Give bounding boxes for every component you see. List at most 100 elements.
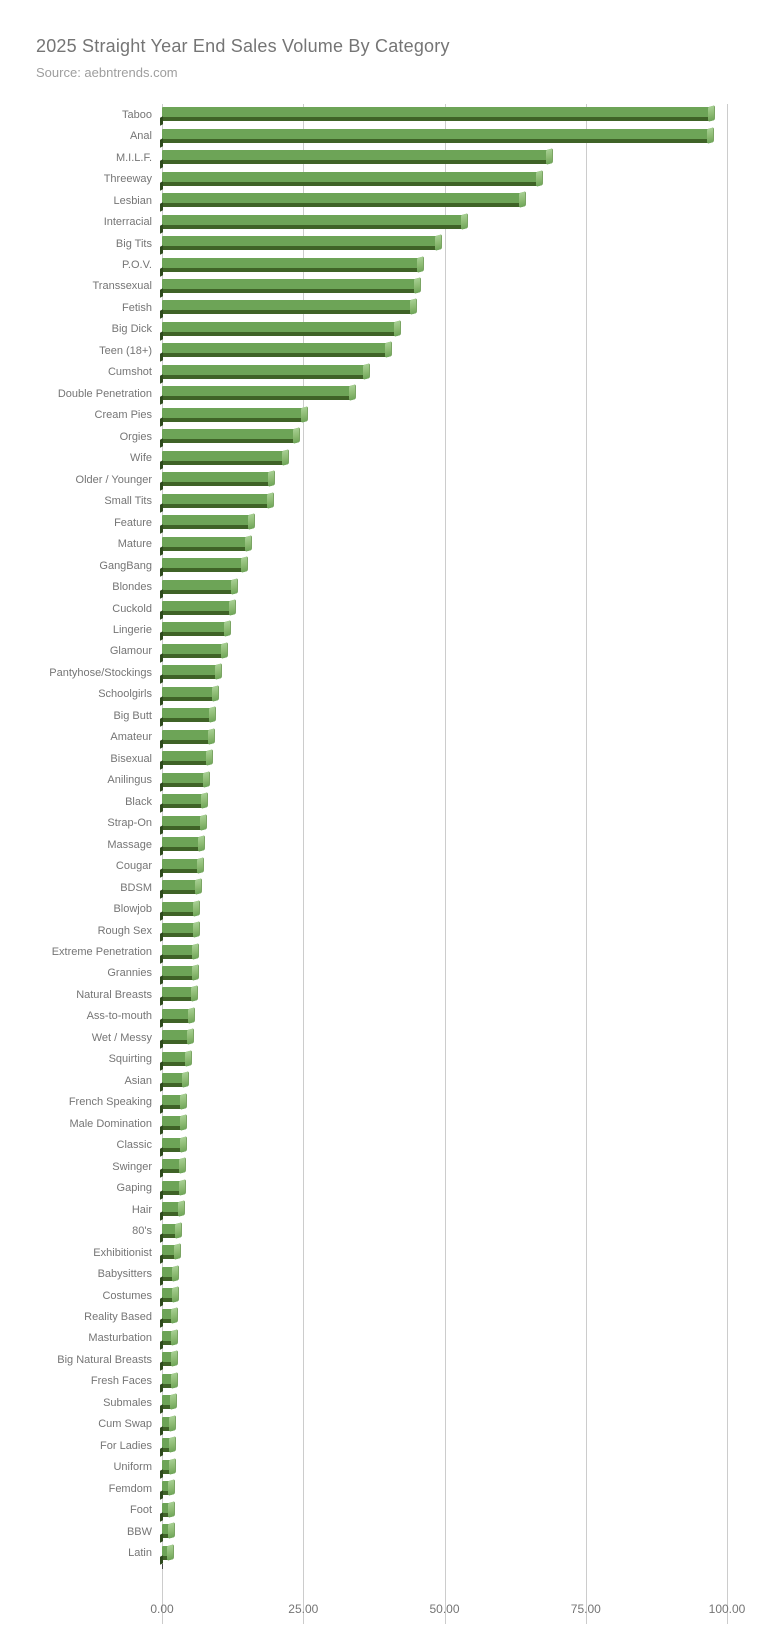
- bar-track: [162, 321, 757, 338]
- category-label: Teen (18+): [99, 344, 152, 357]
- bar-row: Wet / Messy: [0, 1027, 757, 1048]
- bar-track: [162, 944, 757, 961]
- bar-row: Threeway: [0, 168, 757, 189]
- bar-row: For Ladies: [0, 1435, 757, 1456]
- bar-track: [162, 707, 757, 724]
- bar-track: [162, 1545, 757, 1562]
- bar: [162, 772, 205, 787]
- bar-row: Rough Sex: [0, 920, 757, 941]
- category-label: Strap-On: [107, 817, 152, 830]
- bar-track: [162, 1008, 757, 1025]
- bar-track: [162, 1330, 757, 1347]
- bar-row: Cuckold: [0, 598, 757, 619]
- bar-row: Extreme Penetration: [0, 941, 757, 962]
- bar-row: Double Penetration: [0, 383, 757, 404]
- bar: [162, 278, 417, 293]
- bar: [162, 1545, 169, 1560]
- bar: [162, 858, 199, 873]
- bar: [162, 665, 218, 680]
- bar: [162, 901, 196, 916]
- category-label: Fresh Faces: [90, 1375, 152, 1388]
- bar-row: Orgies: [0, 426, 757, 447]
- bar-track: [162, 815, 757, 832]
- category-label: Cum Swap: [98, 1418, 152, 1431]
- category-label: Bisexual: [110, 752, 152, 765]
- category-label: Hair: [131, 1203, 152, 1216]
- bar: [162, 558, 244, 573]
- bar-row: Blowjob: [0, 898, 757, 919]
- category-label: Older / Younger: [75, 473, 152, 486]
- bar-row: BBW: [0, 1521, 757, 1542]
- category-label: Lingerie: [112, 623, 152, 636]
- category-label: Mature: [117, 538, 152, 551]
- bar-row: Lesbian: [0, 190, 757, 211]
- bar: [162, 1180, 181, 1195]
- bar-track: [162, 428, 757, 445]
- bar: [162, 515, 250, 530]
- bar-row: Squirting: [0, 1049, 757, 1070]
- bar: [162, 1159, 182, 1174]
- bar-track: [162, 643, 757, 660]
- x-axis-tick-label: 0.00: [150, 1601, 174, 1616]
- bar: [162, 407, 303, 422]
- bar: [162, 794, 204, 809]
- category-label: Big Dick: [111, 323, 152, 336]
- bar: [162, 171, 538, 186]
- bar-row: Hair: [0, 1199, 757, 1220]
- bar-row: Costumes: [0, 1285, 757, 1306]
- bar: [162, 622, 226, 637]
- gridline: [727, 104, 728, 1624]
- bar: [162, 708, 211, 723]
- category-label: Cuckold: [112, 602, 152, 615]
- bar: [162, 1073, 184, 1088]
- category-label: Big Tits: [115, 237, 152, 250]
- bar-row: Cream Pies: [0, 405, 757, 426]
- bar: [162, 1395, 172, 1410]
- bar-track: [162, 1244, 757, 1261]
- bar-row: Fresh Faces: [0, 1371, 757, 1392]
- category-label: Blondes: [112, 581, 152, 594]
- bar-row: Gaping: [0, 1177, 757, 1198]
- bar-track: [162, 214, 757, 231]
- bar-row: Lingerie: [0, 619, 757, 640]
- bar: [162, 128, 709, 143]
- bar-row: Interracial: [0, 211, 757, 232]
- bar: [162, 1373, 173, 1388]
- bar-track: [162, 1459, 757, 1476]
- bar-track: [162, 1351, 757, 1368]
- category-label: BDSM: [120, 881, 152, 894]
- bar: [162, 1288, 174, 1303]
- bar: [162, 1245, 176, 1260]
- category-label: Costumes: [102, 1289, 152, 1302]
- bar-track: [162, 278, 757, 295]
- bar: [162, 257, 419, 272]
- bar-track: [162, 1416, 757, 1433]
- category-label: Masturbation: [88, 1332, 152, 1345]
- bar-track: [162, 471, 757, 488]
- bar-row: Submales: [0, 1392, 757, 1413]
- bar-row: Strap-On: [0, 812, 757, 833]
- bar-row: P.O.V.: [0, 254, 757, 275]
- category-label: Big Natural Breasts: [57, 1353, 152, 1366]
- bar-track: [162, 1480, 757, 1497]
- bar-row: M.I.L.F.: [0, 147, 757, 168]
- bar-row: Black: [0, 791, 757, 812]
- category-label: Wet / Messy: [91, 1031, 152, 1044]
- bar-track: [162, 1437, 757, 1454]
- category-label: Femdom: [108, 1482, 152, 1495]
- bar-row: 80's: [0, 1220, 757, 1241]
- category-label: Transsexual: [92, 280, 152, 293]
- bar-row: Taboo: [0, 104, 757, 125]
- bar: [162, 1223, 177, 1238]
- x-axis-tick-label: 50.00: [429, 1601, 460, 1616]
- bar-row: Cumshot: [0, 362, 757, 383]
- bar-row: Exhibitionist: [0, 1242, 757, 1263]
- bar-row: Small Tits: [0, 490, 757, 511]
- bar: [162, 214, 463, 229]
- bar: [162, 1008, 190, 1023]
- bar-track: [162, 493, 757, 510]
- bar-row: Uniform: [0, 1457, 757, 1478]
- bar-row: Asian: [0, 1070, 757, 1091]
- bar-row: GangBang: [0, 555, 757, 576]
- bar: [162, 450, 284, 465]
